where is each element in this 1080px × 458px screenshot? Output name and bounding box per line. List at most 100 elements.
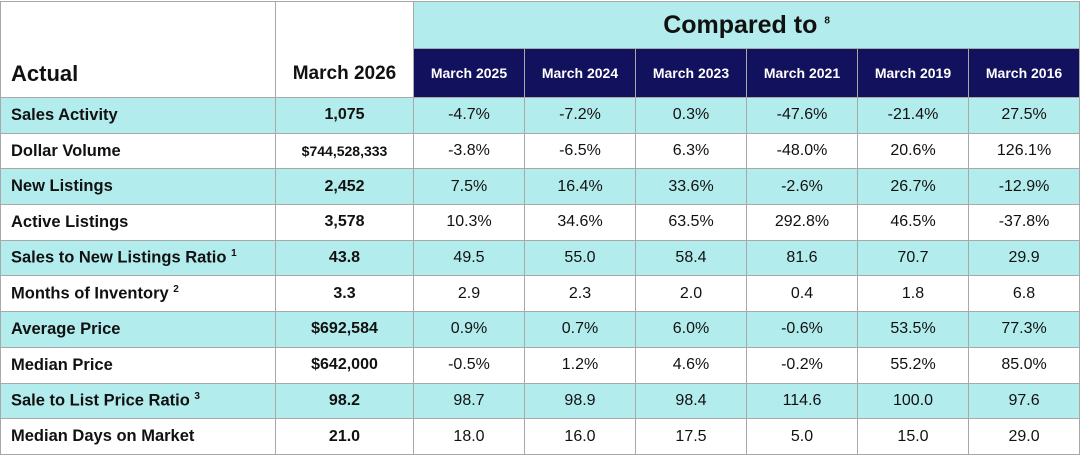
change-value: 0.9% [413, 311, 525, 348]
row-label: Dollar Volume [11, 141, 121, 160]
change-value: 4.6% [635, 346, 747, 384]
change-value: 2.3 [524, 275, 636, 313]
data-row: Sale to List Price Ratio 3 98.2 98.7 98.9 98… [0, 382, 1080, 420]
change-value: 55.0 [524, 239, 636, 277]
change-value: 15.0 [857, 418, 969, 455]
change-value: 1.8 [857, 275, 969, 313]
change-value: -6.5% [524, 132, 636, 170]
footnote-ref: 1 [231, 248, 237, 260]
change-value: 63.5% [635, 204, 747, 241]
row-label: Sales Activity [11, 105, 118, 124]
row-label-cell: Sale to List Price Ratio 3 [0, 382, 276, 420]
change-value: 77.3% [967, 311, 1080, 348]
change-value: 126.1% [967, 132, 1080, 170]
table-header: Actual March 2026 Compared to 8 March 20… [0, 1, 1080, 98]
change-value: 1.2% [524, 346, 636, 384]
change-value: 33.6% [635, 168, 747, 206]
change-value: 292.8% [746, 204, 858, 241]
data-row: Dollar Volume $744,528,333 -3.8% -6.5% 6.3% -… [0, 132, 1080, 170]
current-header: March 2026 [275, 1, 414, 98]
period-header: March 2025 [413, 48, 525, 98]
change-value: 27.5% [967, 97, 1080, 134]
change-value: 26.7% [857, 168, 969, 206]
data-row: Months of Inventory 2 3.3 2.9 2.3 2.0 0.4 1.8 6… [0, 275, 1080, 313]
current-value: 21.0 [275, 418, 414, 455]
data-row: Median Days on Market 21.0 18.0 16.0 17.5 5.0… [0, 418, 1080, 455]
change-value: 85.0% [967, 346, 1080, 384]
change-value: 16.4% [524, 168, 636, 206]
change-value: -12.9% [967, 168, 1080, 206]
current-value: $692,584 [275, 311, 414, 348]
period-header: March 2023 [635, 48, 747, 98]
row-label: Active Listings [11, 212, 129, 231]
row-label: Months of Inventory [11, 284, 169, 303]
change-value: -0.6% [746, 311, 858, 348]
change-value: -7.2% [524, 97, 636, 134]
current-value: $642,000 [275, 346, 414, 384]
row-label-cell: Months of Inventory 2 [0, 275, 276, 313]
actual-header: Actual [0, 1, 276, 98]
change-value: 2.0 [635, 275, 747, 313]
compared-title: Compared to [663, 10, 818, 39]
header-row: Actual March 2026 Compared to 8 [0, 1, 1080, 98]
row-label-cell: Median Price [0, 346, 276, 384]
data-row: Sales to New Listings Ratio 1 43.8 49.5 55.… [0, 239, 1080, 277]
change-value: 6.3% [635, 132, 747, 170]
row-label-cell: Sales Activity [0, 97, 276, 134]
period-header: March 2024 [524, 48, 636, 98]
row-label: New Listings [11, 177, 113, 196]
change-value: -47.6% [746, 97, 858, 134]
change-value: 49.5 [413, 239, 525, 277]
footnote-ref: 8 [824, 15, 830, 27]
footnote-ref: 3 [194, 391, 200, 403]
current-value: 2,452 [275, 168, 414, 206]
current-value: 43.8 [275, 239, 414, 277]
change-value: 55.2% [857, 346, 969, 384]
row-label-cell: Active Listings [0, 204, 276, 241]
change-value: 98.7 [413, 382, 525, 420]
change-value: 58.4 [635, 239, 747, 277]
change-value: -21.4% [857, 97, 969, 134]
change-value: -37.8% [967, 204, 1080, 241]
change-value: 5.0 [746, 418, 858, 455]
current-value: 3,578 [275, 204, 414, 241]
change-value: -3.8% [413, 132, 525, 170]
change-value: 0.3% [635, 97, 747, 134]
change-value: 18.0 [413, 418, 525, 455]
current-value: 98.2 [275, 382, 414, 420]
row-label-cell: Dollar Volume [0, 132, 276, 170]
change-value: 6.0% [635, 311, 747, 348]
change-value: 97.6 [967, 382, 1080, 420]
data-row: Active Listings 3,578 10.3% 34.6% 63.5% 292.8… [0, 204, 1080, 241]
row-label: Median Price [11, 355, 113, 374]
change-value: 29.0 [967, 418, 1080, 455]
change-value: 46.5% [857, 204, 969, 241]
data-row: New Listings 2,452 7.5% 16.4% 33.6% -2.6% 26.7… [0, 168, 1080, 206]
period-header: March 2021 [746, 48, 858, 98]
change-value: 53.5% [857, 311, 969, 348]
row-label-cell: Median Days on Market [0, 418, 276, 455]
footnote-ref: 2 [173, 284, 179, 296]
change-value: 7.5% [413, 168, 525, 206]
compared-header: Compared to 8 [412, 1, 1080, 49]
current-value: 3.3 [275, 275, 414, 313]
change-value: 98.9 [524, 382, 636, 420]
period-header: March 2016 [967, 48, 1080, 98]
change-value: 81.6 [746, 239, 858, 277]
change-value: 34.6% [524, 204, 636, 241]
change-value: 70.7 [857, 239, 969, 277]
change-value: 17.5 [635, 418, 747, 455]
row-label-cell: Average Price [0, 311, 276, 348]
change-value: -0.5% [413, 346, 525, 384]
change-value: 6.8 [967, 275, 1080, 313]
table-body: Sales Activity 1,075 -4.7% -7.2% 0.3% -47.6% -… [0, 97, 1080, 455]
current-value: 1,075 [275, 97, 414, 134]
change-value: -4.7% [413, 97, 525, 134]
change-value: 0.4 [746, 275, 858, 313]
change-value: 2.9 [413, 275, 525, 313]
row-label: Sales to New Listings Ratio [11, 248, 227, 267]
period-row: March 2025 March 2024 March 2023 March 2021… [1, 48, 1080, 98]
row-label: Median Days on Market [11, 427, 195, 446]
